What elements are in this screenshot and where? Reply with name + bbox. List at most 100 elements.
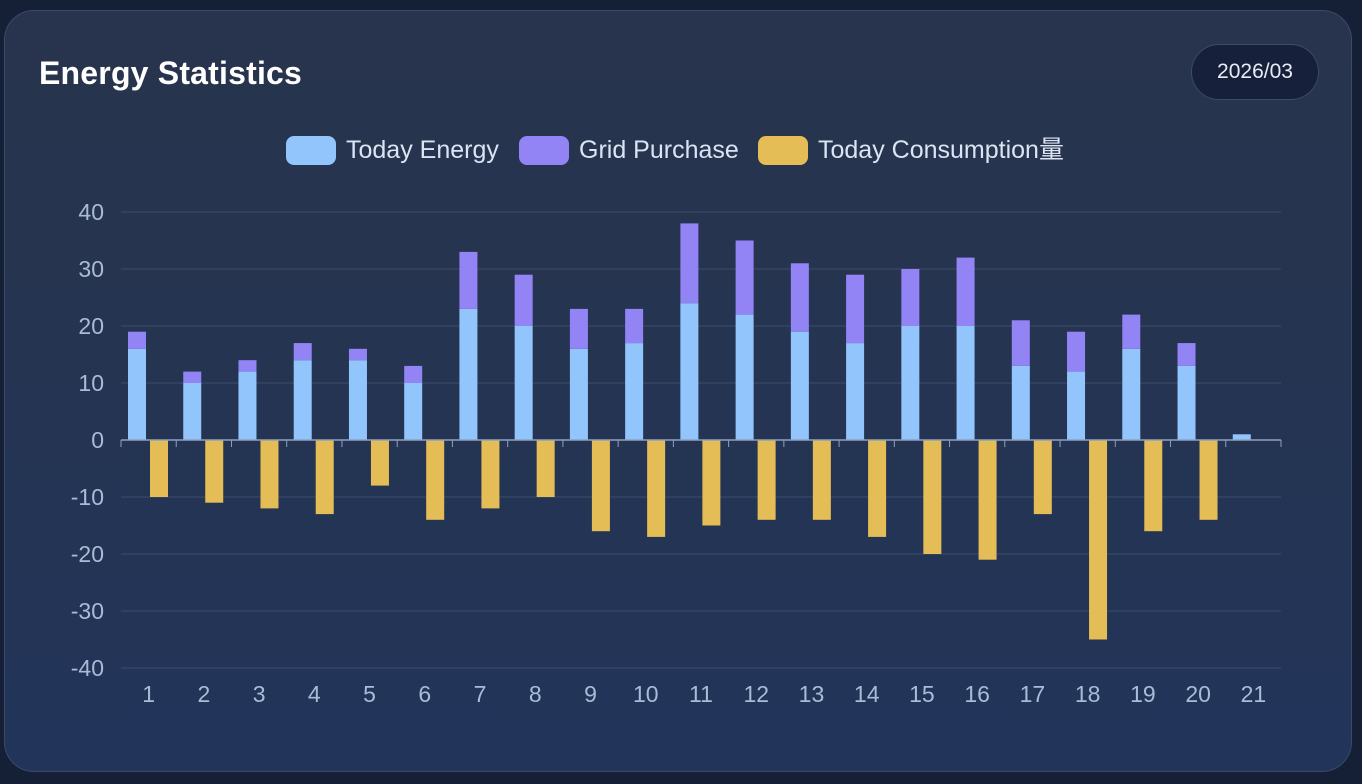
x-tick-label: 19 <box>1130 681 1156 707</box>
bar-grid-purchase <box>735 240 754 315</box>
grid-lines <box>121 211 1281 669</box>
bar-grid-purchase <box>901 269 920 326</box>
bar-today-consumption <box>647 440 666 537</box>
x-tick-label: 11 <box>689 681 713 707</box>
bar-grid-purchase <box>569 308 588 349</box>
bar-today-consumption <box>923 440 942 554</box>
bar-today-consumption <box>1144 440 1163 532</box>
bar-today-energy <box>790 331 809 440</box>
bar-grid-purchase <box>1067 331 1086 372</box>
bar-today-consumption <box>1089 440 1108 640</box>
bar-today-consumption <box>978 440 997 560</box>
bar-today-energy <box>680 303 699 440</box>
y-tick-label: 10 <box>78 370 104 396</box>
bar-grid-purchase <box>459 251 478 309</box>
date-selector[interactable]: 2026/03 <box>1191 44 1319 100</box>
y-tick-label: 20 <box>78 313 104 339</box>
bar-grid-purchase <box>514 274 533 326</box>
x-tick-label: 20 <box>1185 681 1211 707</box>
bar-grid-purchase <box>348 348 367 361</box>
y-tick-label: -30 <box>71 598 104 624</box>
x-tick-label: 2 <box>197 681 210 707</box>
bar-today-consumption <box>702 440 721 526</box>
x-tick-label: 14 <box>854 681 880 707</box>
bar-today-consumption <box>757 440 776 520</box>
x-tick-label: 15 <box>909 681 935 707</box>
bar-grid-purchase <box>680 223 699 304</box>
bar-today-energy <box>1122 348 1141 440</box>
y-tick-label: -40 <box>71 655 104 681</box>
bar-today-consumption <box>370 440 389 486</box>
bar-today-energy <box>846 343 865 440</box>
bar-grid-purchase <box>1177 343 1196 366</box>
bar-today-energy <box>293 360 312 440</box>
bar-grid-purchase <box>625 308 644 344</box>
legend-label: Today Consumption量 <box>818 136 1064 164</box>
legend[interactable]: Today Energy Grid Purchase Today Consumpti… <box>286 136 1064 165</box>
legend-label: Grid Purchase <box>579 136 739 164</box>
bar-today-consumption <box>260 440 279 509</box>
bar-today-energy <box>183 383 202 440</box>
bar-grid-purchase <box>846 274 865 344</box>
x-tick-label: 21 <box>1241 681 1267 707</box>
x-tick-label: 5 <box>363 681 376 707</box>
y-tick-label: 0 <box>91 427 104 453</box>
bar-today-energy <box>348 360 367 440</box>
y-tick-label: 40 <box>78 199 104 225</box>
bar-today-energy <box>569 348 588 440</box>
x-tick-label: 17 <box>1020 681 1046 707</box>
bar-today-consumption <box>426 440 445 520</box>
bar-grid-purchase <box>956 257 975 326</box>
bar-today-consumption <box>1199 440 1218 520</box>
bar-today-energy <box>956 326 975 440</box>
bar-grid-purchase <box>293 343 312 361</box>
x-tick-label: 1 <box>142 681 155 707</box>
bar-today-consumption <box>150 440 168 497</box>
bar-today-energy <box>514 326 533 440</box>
bar-grid-purchase <box>1011 320 1030 366</box>
bar-grid-purchase <box>404 365 423 383</box>
x-tick-label: 7 <box>474 681 487 707</box>
bar-today-consumption <box>481 440 500 509</box>
bar-today-energy <box>128 348 146 440</box>
bar-grid-purchase <box>128 331 146 349</box>
bar-today-consumption <box>1033 440 1052 515</box>
bar-today-energy <box>1067 371 1086 440</box>
bar-today-energy <box>625 343 644 440</box>
x-tick-label: 16 <box>964 681 990 707</box>
bar-grid-purchase <box>183 371 202 383</box>
bar-grid-purchase <box>238 360 257 372</box>
bar-today-energy <box>1011 365 1030 440</box>
panel-title: Energy Statistics <box>39 55 303 91</box>
bar-today-energy <box>404 383 423 440</box>
x-tick-label: 13 <box>799 681 825 707</box>
x-tick-label: 9 <box>584 681 597 707</box>
x-tick-label: 3 <box>253 681 266 707</box>
x-tick-label: 4 <box>308 681 321 707</box>
x-tick-label: 12 <box>743 681 769 707</box>
x-tick-label: 10 <box>633 681 659 707</box>
bar-today-consumption <box>591 440 610 532</box>
y-tick-label: 30 <box>78 256 104 282</box>
bar-today-consumption <box>868 440 887 537</box>
bar-today-energy <box>1232 434 1251 440</box>
bar-grid-purchase <box>1122 314 1141 349</box>
x-tick-label: 6 <box>418 681 431 707</box>
legend-label: Today Energy <box>346 136 499 164</box>
bar-today-consumption <box>812 440 831 520</box>
bar-today-energy <box>735 314 754 440</box>
bars <box>128 223 1251 640</box>
legend-swatch <box>286 136 336 165</box>
bar-today-energy <box>238 371 257 440</box>
y-tick-label: -10 <box>71 484 104 510</box>
bar-today-energy <box>459 308 478 440</box>
legend-swatch <box>758 136 808 165</box>
bar-today-consumption <box>536 440 555 497</box>
x-tick-label: 18 <box>1075 681 1101 707</box>
x-tick-label: 8 <box>529 681 542 707</box>
bar-today-consumption <box>205 440 224 503</box>
y-tick-label: -20 <box>71 541 104 567</box>
bar-grid-purchase <box>790 263 809 332</box>
bar-today-energy <box>901 326 920 440</box>
